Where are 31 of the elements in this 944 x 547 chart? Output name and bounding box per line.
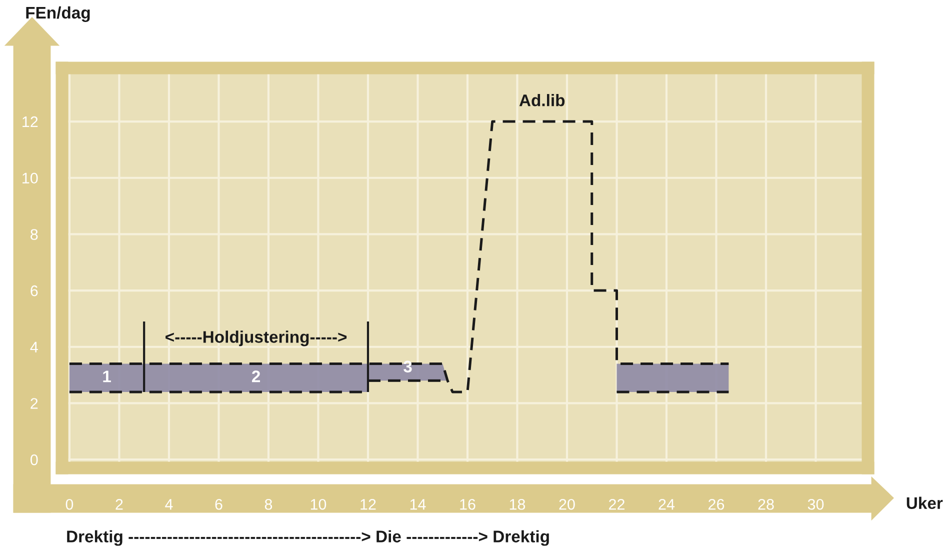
x-axis-title: Uker	[906, 496, 943, 510]
y-tick-label: 4	[30, 342, 38, 352]
annotation: 2	[252, 370, 260, 382]
x-tick-label: 16	[460, 498, 476, 510]
y-axis-title: FEn/dag	[26, 6, 90, 22]
x-tick-label: 6	[215, 498, 222, 510]
y-tick-label: 8	[30, 229, 38, 240]
x-tick-label: 26	[708, 498, 724, 510]
x-tick-label: 22	[609, 498, 624, 510]
annotation: 1	[103, 370, 111, 382]
x-tick-label: 20	[559, 498, 575, 510]
text: Drektig ------------------------------------------> Die -------------> Drektig	[67, 530, 549, 546]
x-tick-label: 2	[116, 498, 123, 510]
x-tick-label: 24	[658, 498, 675, 510]
y-tick-label: 6	[30, 285, 38, 296]
x-tick-label: 18	[510, 498, 526, 510]
x-tick-label: 4	[165, 499, 173, 510]
x-tick-label: 30	[808, 498, 824, 510]
x-tick-label: 10	[310, 498, 326, 510]
y-tick-label: 12	[22, 116, 38, 128]
y-tick-label: 2	[30, 398, 38, 409]
x-tick-label: 28	[758, 498, 774, 510]
annotation: 3	[404, 360, 412, 372]
x-tick-label: 0	[66, 498, 74, 510]
x-tick-label: 12	[360, 498, 376, 510]
x-tick-label: 8	[264, 498, 272, 510]
annotation: Ad.lib	[519, 94, 565, 106]
y-tick-label: 0	[30, 454, 38, 466]
y-tick-label: 10	[22, 172, 38, 184]
x-tick-label: 14	[410, 499, 426, 510]
annotation: <-----Holdjustering----->	[166, 330, 347, 346]
